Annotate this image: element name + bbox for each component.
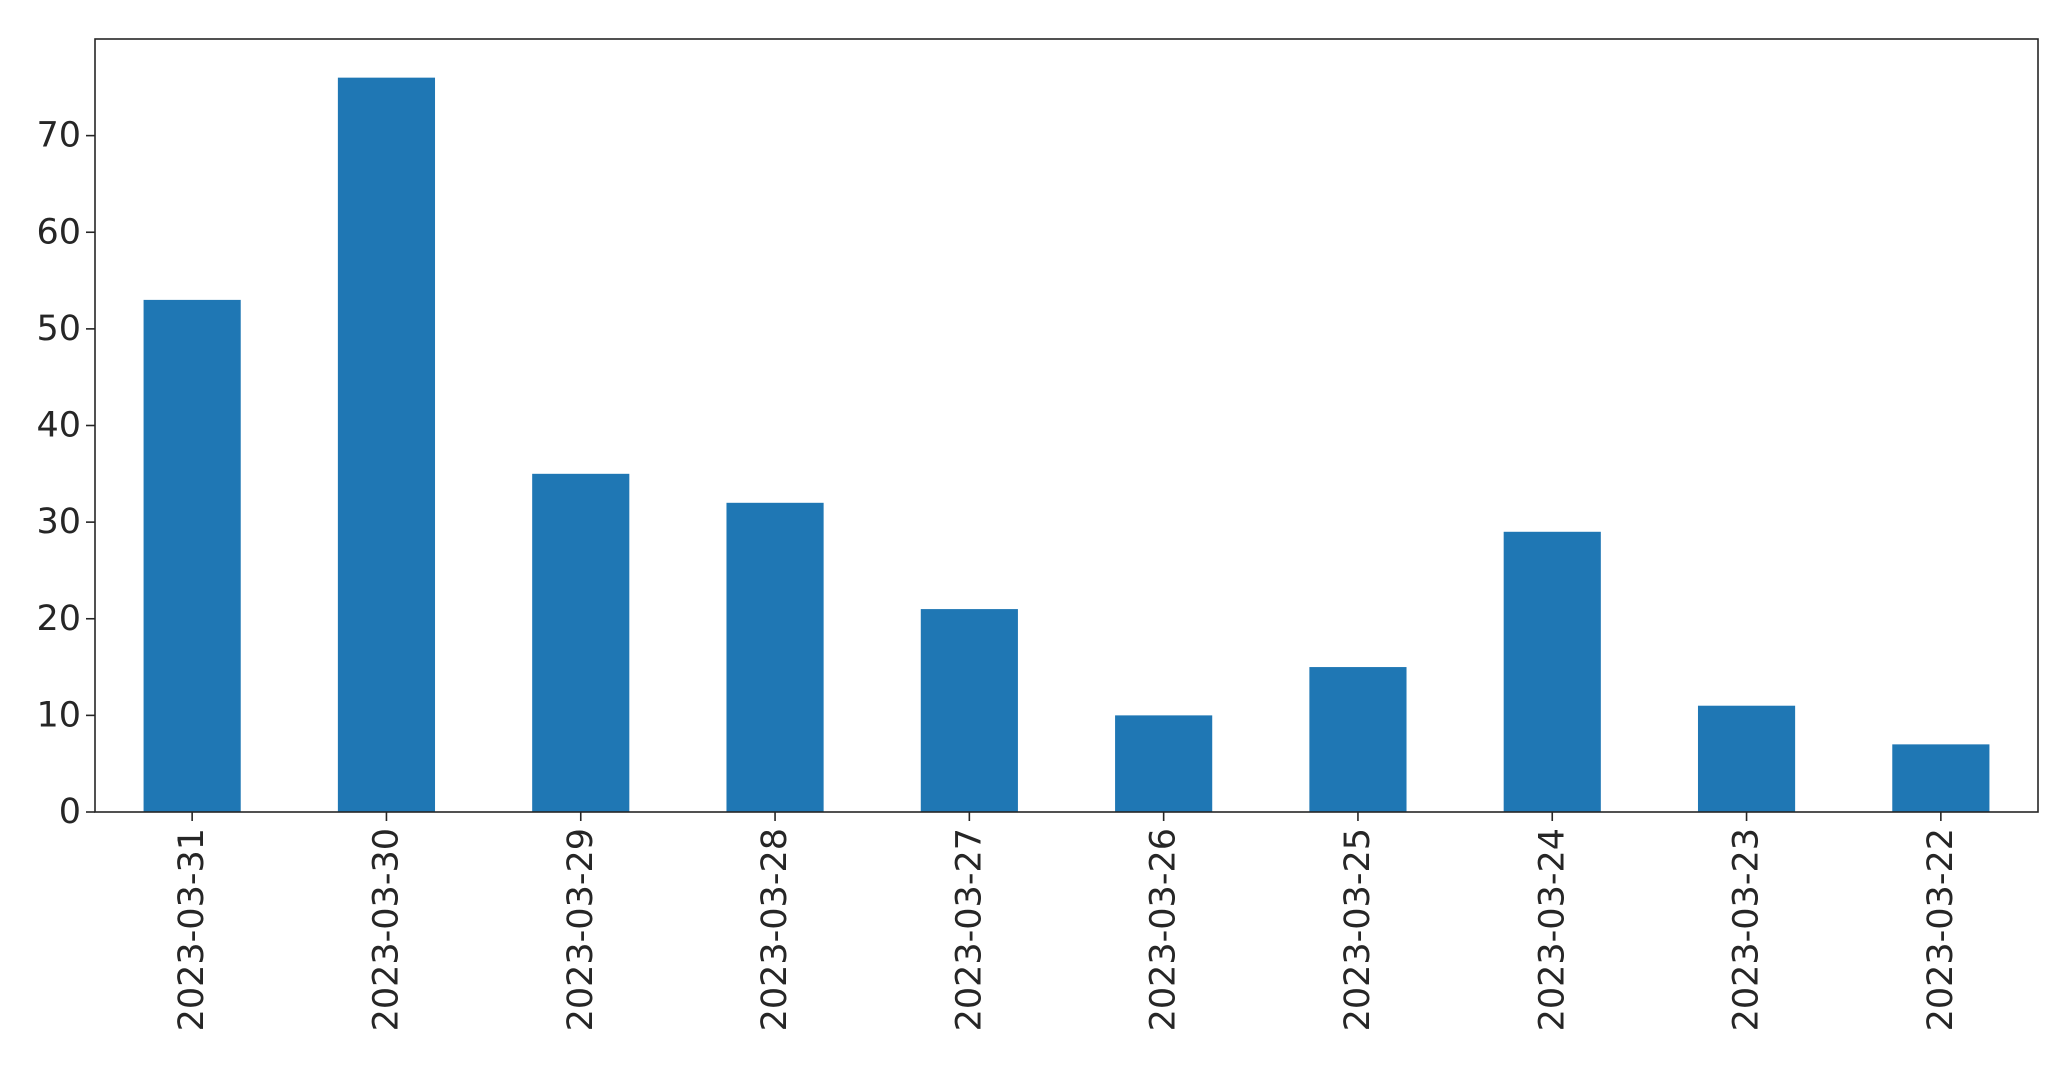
x-tick-label: 2023-03-22 — [1921, 828, 1961, 1031]
bar-2023-03-31 — [143, 299, 241, 812]
bar-2023-03-22 — [1892, 744, 1990, 812]
y-tick-label: 0 — [59, 792, 81, 832]
bar-2023-03-27 — [920, 609, 1018, 812]
bars-layer — [143, 77, 1990, 812]
bar-2023-03-29 — [532, 473, 630, 812]
y-tick-label: 10 — [36, 695, 81, 735]
bar-2023-03-26 — [1115, 715, 1213, 812]
y-tick-label: 40 — [36, 406, 81, 446]
x-tick-label: 2023-03-26 — [1144, 828, 1184, 1031]
x-tick-label: 2023-03-30 — [366, 828, 406, 1031]
bar-2023-03-30 — [337, 77, 436, 812]
x-tick-label: 2023-03-29 — [561, 828, 601, 1031]
bar-2023-03-24 — [1503, 531, 1601, 812]
y-tick-label: 30 — [36, 502, 81, 542]
x-tick-label: 2023-03-25 — [1338, 828, 1378, 1031]
plot-frame — [94, 38, 2039, 813]
x-tick-label: 2023-03-24 — [1532, 828, 1572, 1031]
bar-2023-03-28 — [726, 502, 824, 812]
x-tick-label: 2023-03-27 — [949, 828, 989, 1031]
x-tick-label: 2023-03-23 — [1727, 828, 1767, 1031]
x-tick-label: 2023-03-28 — [755, 828, 795, 1031]
x-tick-label: 2023-03-31 — [172, 828, 212, 1031]
bar-2023-03-23 — [1697, 705, 1796, 812]
bar-2023-03-25 — [1309, 667, 1407, 812]
y-tick-label: 50 — [36, 309, 81, 349]
y-tick-label: 70 — [36, 116, 81, 156]
y-tick-label: 60 — [36, 212, 81, 252]
y-axis: 0 10 20 30 40 50 60 70 — [36, 116, 95, 832]
x-axis: 2023-03-31 2023-03-30 2023-03-29 2023-03-28… — [172, 812, 1961, 1031]
y-tick-label: 20 — [36, 599, 81, 639]
